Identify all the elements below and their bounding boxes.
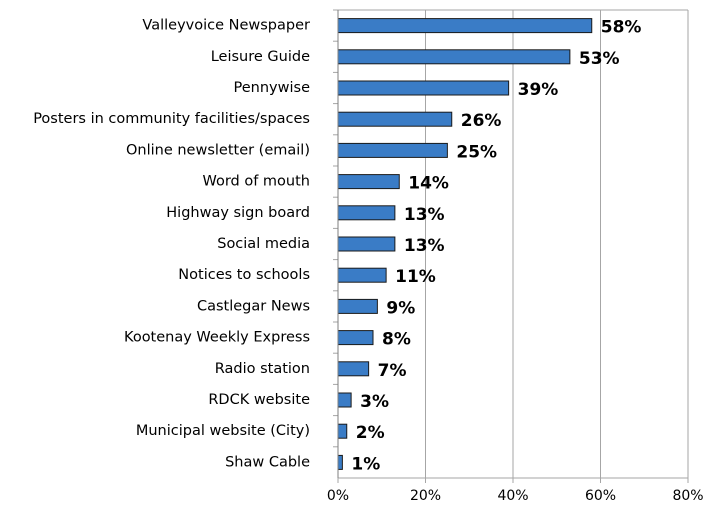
bar: [337, 361, 370, 377]
x-tick-label: 20%: [410, 488, 441, 504]
bar: [337, 298, 378, 314]
value-label: 3%: [360, 392, 389, 412]
bar: [337, 267, 387, 283]
x-tick-label: 40%: [497, 488, 528, 504]
y-tick-label: Social media: [217, 236, 310, 252]
y-tick-label: Kootenay Weekly Express: [124, 330, 310, 346]
y-tick-label: RDCK website: [208, 392, 310, 408]
value-label: 13%: [404, 236, 445, 256]
value-label: 11%: [395, 267, 436, 287]
value-label: 8%: [382, 330, 411, 350]
bar: [337, 454, 343, 470]
y-tick-label: Valleyvoice Newspaper: [142, 18, 310, 34]
value-label: 26%: [461, 111, 502, 131]
y-tick-label: Pennywise: [234, 80, 311, 96]
bar: [337, 330, 374, 346]
y-tick-label: Leisure Guide: [211, 49, 310, 65]
value-label: 1%: [351, 454, 380, 474]
y-tick-label: Radio station: [215, 361, 310, 377]
value-label: 13%: [404, 205, 445, 225]
y-tick-label: Shaw Cable: [225, 454, 310, 470]
x-tick-label: 0%: [327, 488, 349, 504]
x-tick-label: 80%: [672, 488, 703, 504]
y-tick-label: Word of mouth: [202, 174, 310, 190]
bar: [337, 49, 571, 65]
value-label: 25%: [456, 142, 497, 162]
value-label: 7%: [378, 361, 407, 381]
y-tick-label: Municipal website (City): [136, 423, 310, 439]
value-label: 53%: [579, 49, 620, 69]
value-label: 14%: [408, 174, 449, 194]
bar: [337, 18, 593, 34]
bar: [337, 174, 400, 190]
value-label: 9%: [386, 298, 415, 318]
y-tick-label: Posters in community facilities/spaces: [33, 111, 310, 127]
value-label: 2%: [356, 423, 385, 443]
bar: [337, 236, 396, 252]
bar: [337, 142, 448, 158]
bar: [337, 205, 396, 221]
y-tick-label: Castlegar News: [197, 298, 310, 314]
bar: [337, 392, 352, 408]
value-label: 39%: [518, 80, 559, 100]
value-label: 58%: [601, 18, 642, 38]
x-tick-label: 60%: [585, 488, 616, 504]
bar: [337, 111, 453, 127]
y-tick-label: Highway sign board: [166, 205, 310, 221]
y-tick-label: Notices to schools: [178, 267, 310, 283]
bar: [337, 80, 510, 96]
bar: [337, 423, 348, 439]
y-tick-label: Online newsletter (email): [126, 142, 310, 158]
